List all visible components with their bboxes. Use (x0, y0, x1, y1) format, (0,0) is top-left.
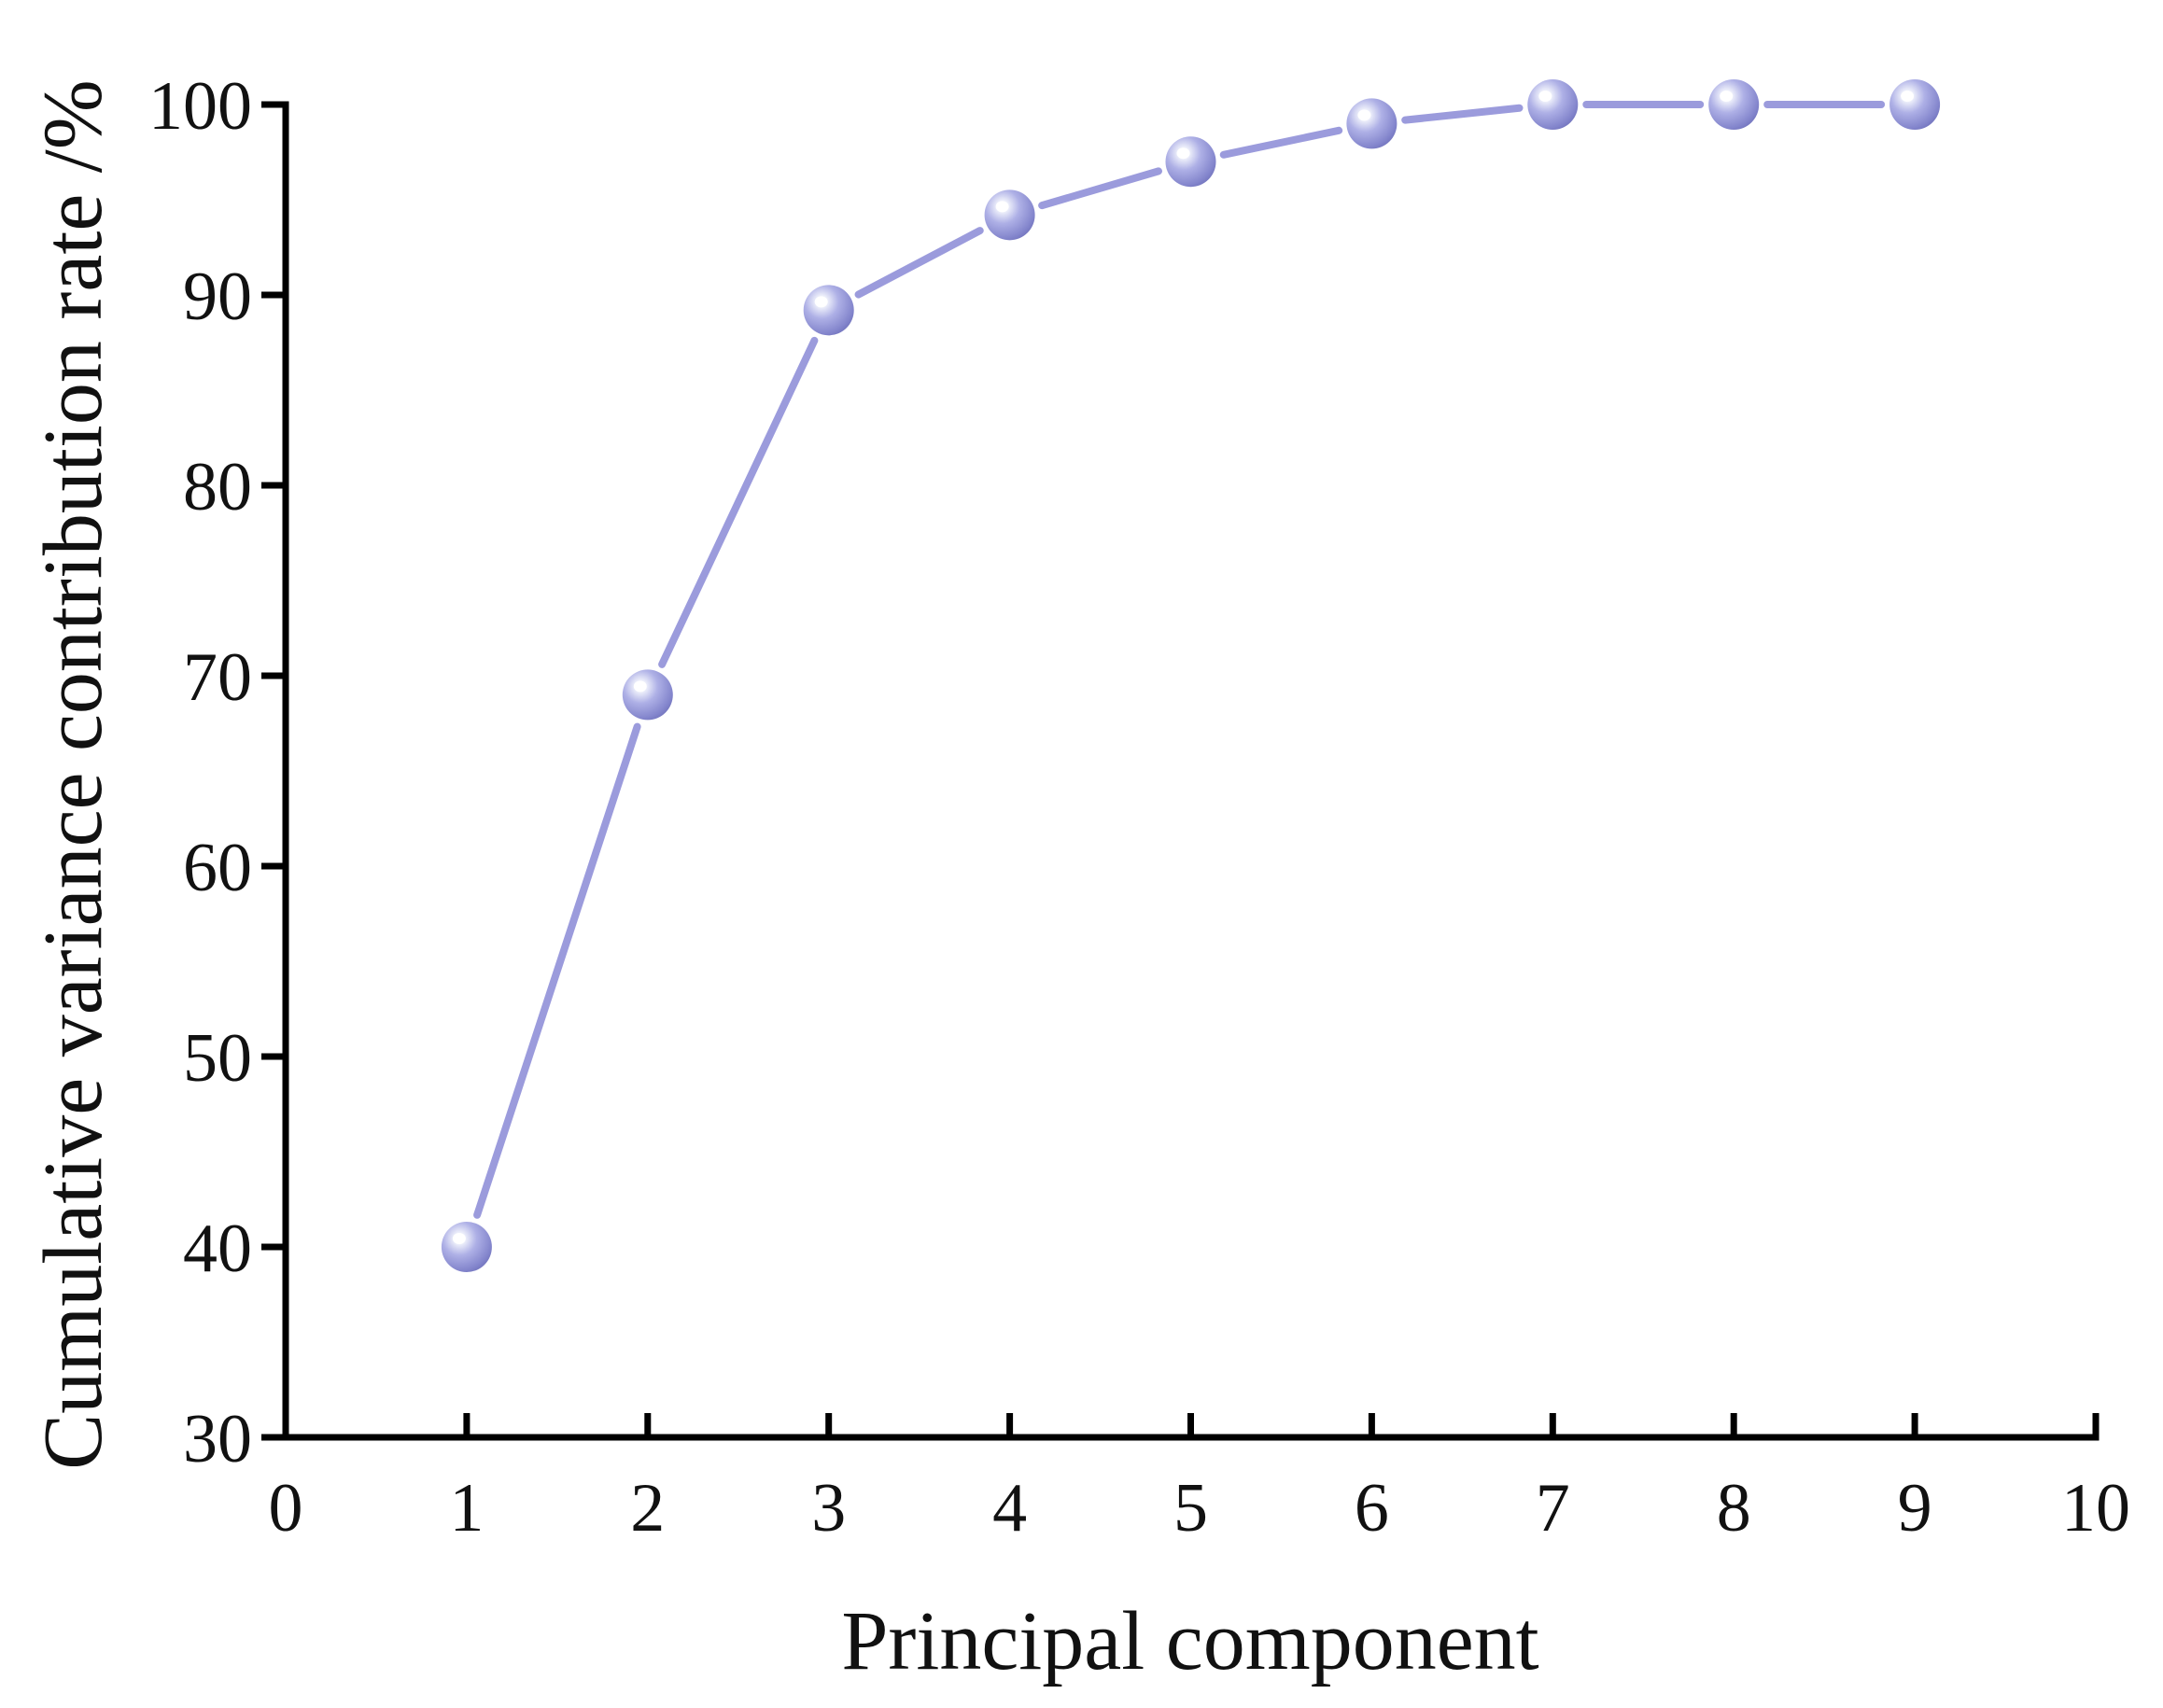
x-tick-label: 8 (1717, 1470, 1751, 1547)
data-point (1889, 79, 1941, 130)
y-tick-label: 30 (183, 1401, 252, 1477)
x-tick-label: 7 (1536, 1470, 1570, 1547)
data-point-sphere (1889, 79, 1941, 130)
x-tick-label: 0 (269, 1470, 303, 1547)
series-line-segment (473, 722, 641, 1219)
series-line-segment (854, 227, 984, 299)
y-tick-label: 40 (183, 1211, 252, 1287)
data-point-highlight (1720, 91, 1734, 102)
series-line-segment (1038, 167, 1162, 210)
data-point-sphere (1708, 79, 1760, 130)
data-point-highlight (1176, 147, 1190, 160)
axes: 30 40 50 60 70 80 90 100 0 1 2 3 4 5 6 7 8 9 10 (148, 68, 2130, 1547)
data-point (803, 285, 854, 336)
data-point-sphere (1527, 79, 1579, 130)
series-line-segment (1219, 126, 1343, 159)
data-point-highlight (1357, 109, 1371, 121)
data-point-sphere (803, 285, 854, 336)
data-point (441, 1222, 492, 1272)
data-point-sphere (1165, 136, 1216, 188)
data-point (984, 189, 1035, 241)
y-tick-label: 80 (183, 449, 252, 525)
series-line-segment (1401, 104, 1524, 124)
data-point (1346, 98, 1398, 149)
data-point (622, 669, 673, 721)
data-point-highlight (814, 296, 828, 308)
y-ticks: 30 40 50 60 70 80 90 100 (148, 68, 286, 1477)
data-point-highlight (452, 1233, 466, 1244)
data-point-highlight (1538, 91, 1552, 102)
y-tick-label: 90 (183, 259, 252, 335)
y-tick-label: 50 (183, 1020, 252, 1097)
y-tick-label: 70 (183, 639, 252, 716)
plot-area (441, 79, 1941, 1272)
data-point-sphere (1346, 98, 1398, 149)
data-point-highlight (995, 201, 1009, 213)
x-tick-label: 9 (1898, 1470, 1932, 1547)
series-lines (473, 101, 1886, 1219)
series-line-segment (658, 336, 819, 668)
data-point-sphere (441, 1222, 492, 1272)
data-point-sphere (622, 669, 673, 721)
data-point-sphere (984, 189, 1035, 241)
y-tick-label: 60 (183, 830, 252, 906)
x-axis-title: Principal component (841, 1595, 1538, 1687)
x-ticks: 0 1 2 3 4 5 6 7 8 9 10 (269, 1413, 2130, 1547)
x-tick-label: 1 (449, 1470, 484, 1547)
y-axis-title: Cumulative variance contribution rate /% (27, 79, 119, 1469)
data-point-highlight (633, 680, 647, 693)
x-tick-label: 5 (1173, 1470, 1208, 1547)
x-tick-label: 2 (630, 1470, 665, 1547)
x-tick-label: 10 (2061, 1470, 2130, 1547)
y-tick-label: 100 (148, 68, 252, 145)
x-tick-label: 4 (992, 1470, 1027, 1547)
x-tick-label: 3 (811, 1470, 846, 1547)
x-tick-label: 6 (1355, 1470, 1389, 1547)
data-point (1708, 79, 1760, 130)
data-point-highlight (1901, 91, 1915, 102)
series-markers (441, 79, 1941, 1272)
data-point (1165, 136, 1216, 188)
data-point (1527, 79, 1579, 130)
